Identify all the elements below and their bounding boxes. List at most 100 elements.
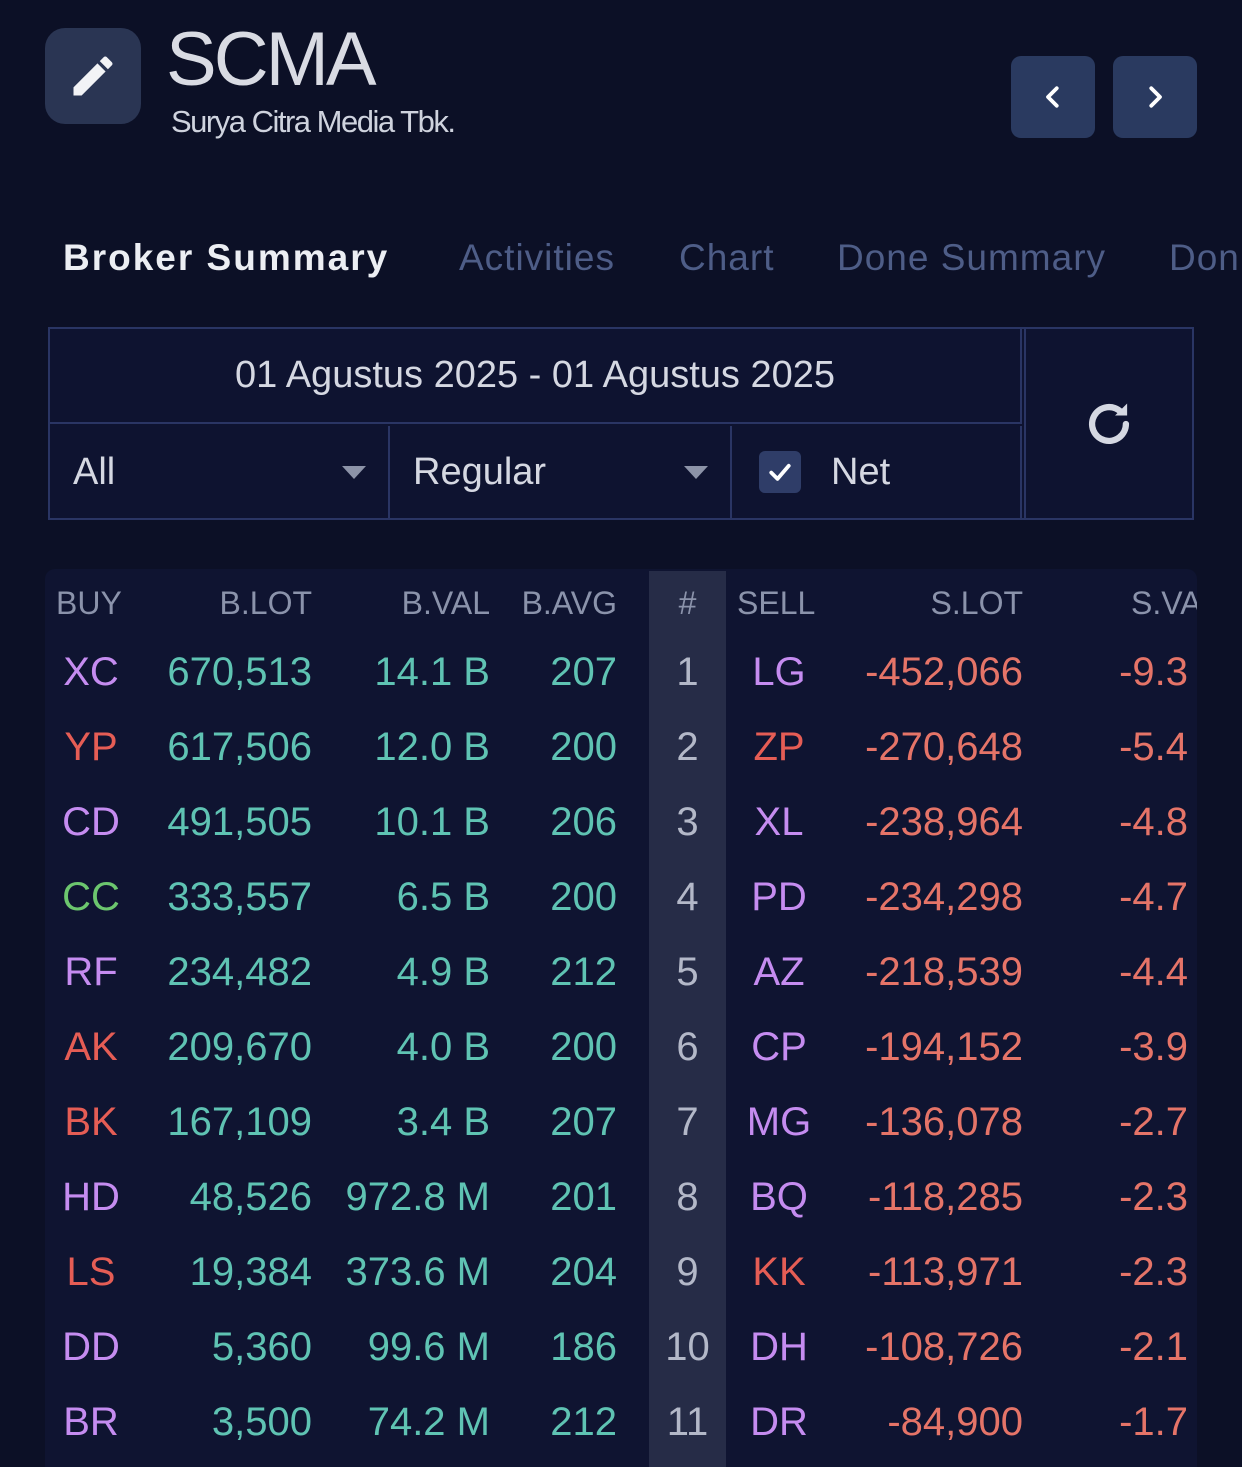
tab-activities[interactable]: Activities	[459, 237, 615, 278]
row-buy-broker[interactable]: YP	[64, 725, 118, 769]
row-sell-broker[interactable]: MG	[746, 1100, 812, 1144]
row-sell-broker[interactable]: DR	[750, 1400, 808, 1444]
row-sell-broker[interactable]: DH	[750, 1325, 808, 1369]
row-slot: -108,726	[865, 1325, 1023, 1369]
header-blot: B.LOT	[219, 585, 312, 621]
row-sell-broker[interactable]: AZ	[753, 950, 805, 994]
row-rank: 10	[665, 1325, 710, 1369]
tab-bar: ‹ Broker Summary Activities Chart Done S…	[0, 230, 1242, 290]
tab-done-summary[interactable]: Done Summary	[837, 237, 1107, 278]
row-sval: -5.4	[1119, 725, 1188, 769]
row-buy-broker[interactable]: RF	[64, 950, 118, 994]
tab-done-detail[interactable]: Don	[1169, 237, 1240, 278]
row-rank: 11	[666, 1400, 709, 1444]
investor-type-select[interactable]: All	[50, 426, 390, 518]
row-bavg: 201	[550, 1175, 617, 1219]
header-slot: S.LOT	[930, 585, 1023, 621]
row-rank: 9	[676, 1250, 699, 1294]
row-slot: -84,900	[887, 1400, 1023, 1444]
header-rank: #	[678, 585, 697, 621]
row-bavg: 207	[550, 1100, 617, 1144]
refresh-button[interactable]	[1024, 329, 1192, 518]
row-bavg: 212	[550, 1400, 617, 1444]
row-blot: 209,670	[167, 1025, 312, 1069]
row-bval: 10.1 B	[374, 800, 490, 844]
row-sell-broker[interactable]: LG	[752, 650, 806, 694]
row-bval: 972.8 M	[345, 1175, 490, 1219]
market-select[interactable]: Regular	[390, 426, 732, 518]
row-slot: -113,971	[868, 1250, 1023, 1294]
market-value: Regular	[413, 450, 547, 493]
row-bavg: 204	[550, 1250, 617, 1294]
row-blot: 491,505	[167, 800, 312, 844]
row-blot: 48,526	[189, 1175, 312, 1219]
refresh-icon	[1088, 402, 1130, 444]
row-buy-broker[interactable]: CC	[62, 875, 120, 919]
row-sell-broker[interactable]: CP	[751, 1025, 807, 1069]
row-rank: 3	[676, 800, 699, 844]
row-bval: 373.6 M	[345, 1250, 490, 1294]
ticker-symbol: SCMA	[166, 17, 377, 102]
row-bavg: 200	[550, 725, 617, 769]
row-slot: -118,285	[868, 1175, 1023, 1219]
row-buy-broker[interactable]: DD	[62, 1325, 120, 1369]
row-bval: 6.5 B	[396, 875, 490, 919]
row-slot: -234,298	[865, 875, 1023, 919]
stock-header: SCMA Surya Citra Media Tbk.	[0, 0, 1242, 170]
row-sval: -2.3	[1119, 1250, 1188, 1294]
row-buy-broker[interactable]: XC	[63, 650, 119, 694]
row-buy-broker[interactable]: LS	[66, 1250, 116, 1294]
row-sval: -2.3	[1119, 1175, 1188, 1219]
tab-broker-summary[interactable]: Broker Summary	[63, 237, 390, 278]
row-slot: -270,648	[865, 725, 1023, 769]
row-blot: 19,384	[189, 1250, 312, 1294]
row-sval: -9.3	[1119, 650, 1188, 694]
row-sell-broker[interactable]: BQ	[750, 1175, 808, 1219]
row-bavg: 200	[550, 875, 617, 919]
chevron-left-icon	[1046, 86, 1059, 108]
next-stock-button[interactable]	[1113, 56, 1197, 138]
row-bval: 14.1 B	[374, 650, 490, 694]
row-bavg: 207	[550, 650, 617, 694]
row-buy-broker[interactable]: AK	[64, 1025, 118, 1069]
row-slot: -452,066	[865, 650, 1023, 694]
row-sval: -2.7	[1119, 1100, 1188, 1144]
row-buy-broker[interactable]: BK	[64, 1100, 118, 1144]
row-buy-broker[interactable]: HD	[62, 1175, 120, 1219]
row-bavg: 186	[550, 1325, 617, 1369]
row-sell-broker[interactable]: ZP	[753, 725, 805, 769]
row-rank: 7	[676, 1100, 699, 1144]
chevron-right-icon	[1149, 86, 1162, 108]
previous-stock-button[interactable]	[1011, 56, 1095, 138]
row-bavg: 212	[550, 950, 617, 994]
row-rank: 5	[676, 950, 699, 994]
row-bval: 12.0 B	[374, 725, 490, 769]
row-sval: -4.8	[1119, 800, 1188, 844]
header-sval: S.VA	[1131, 585, 1197, 621]
edit-button[interactable]	[45, 28, 141, 124]
tab-chart[interactable]: Chart	[679, 237, 775, 278]
row-buy-broker[interactable]: BR	[63, 1400, 119, 1444]
row-sell-broker[interactable]: PD	[751, 875, 807, 919]
row-blot: 3,500	[211, 1400, 312, 1444]
checkmark-icon	[769, 463, 791, 481]
row-sell-broker[interactable]: XL	[754, 800, 804, 844]
row-sval: -2.1	[1119, 1325, 1188, 1369]
row-blot: 5,360	[211, 1325, 312, 1369]
caret-down-icon	[342, 466, 366, 479]
filter-panel: 01 Agustus 2025 - 01 Agustus 2025 All Re…	[48, 327, 1194, 520]
row-sval: -4.7	[1119, 875, 1188, 919]
row-blot: 617,506	[167, 725, 312, 769]
row-bval: 4.0 B	[396, 1025, 490, 1069]
rank-column-background	[649, 571, 726, 1467]
header-buy: BUY	[56, 585, 122, 621]
row-slot: -194,152	[865, 1025, 1023, 1069]
row-rank: 1	[676, 650, 699, 694]
broker-summary-table: BUY B.LOT B.VAL B.AVG # SELL S.LOT S.VA …	[45, 569, 1197, 1467]
row-rank: 6	[676, 1025, 699, 1069]
date-range-picker[interactable]: 01 Agustus 2025 - 01 Agustus 2025	[50, 329, 1022, 424]
row-sell-broker[interactable]: KK	[752, 1250, 806, 1294]
net-toggle[interactable]: Net	[732, 426, 1022, 518]
net-checkbox[interactable]	[759, 451, 801, 493]
row-buy-broker[interactable]: CD	[62, 800, 120, 844]
